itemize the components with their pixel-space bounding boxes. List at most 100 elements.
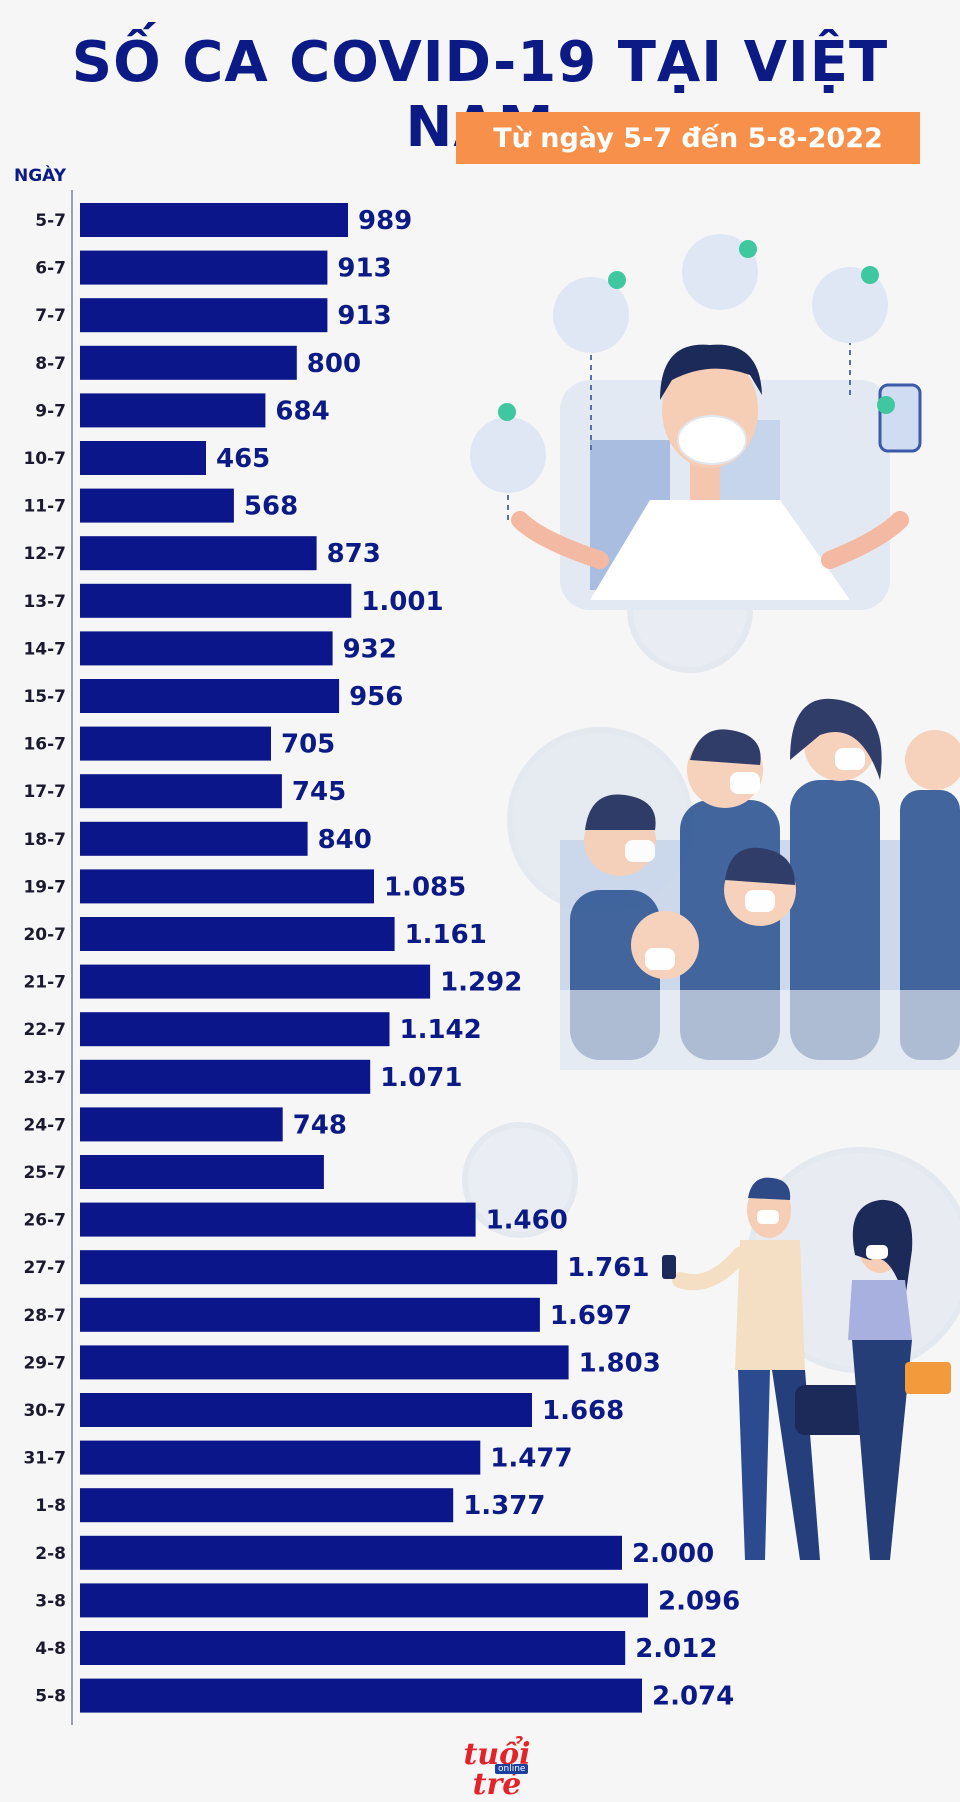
bar: [80, 869, 374, 904]
category-label: 6-7: [35, 259, 66, 279]
category-label: 30-7: [23, 1401, 66, 1421]
category-label: 24-7: [23, 1115, 66, 1135]
bar: [80, 631, 333, 666]
value-label: 1.803: [579, 1348, 661, 1378]
category-label: 9-7: [35, 401, 66, 421]
category-label: 14-7: [23, 639, 66, 659]
category-label: 25-7: [23, 1163, 66, 1183]
value-label: 873: [327, 539, 381, 569]
category-label: 29-7: [23, 1353, 66, 1373]
value-label: 745: [292, 777, 346, 807]
category-label: 13-7: [23, 592, 66, 612]
date-range-banner: Từ ngày 5-7 đến 5-8-2022: [456, 112, 920, 164]
category-label: 12-7: [23, 544, 66, 564]
y-axis-label: NGÀY: [14, 166, 67, 186]
bar: [80, 1155, 324, 1189]
bar: [80, 536, 317, 571]
category-label: 2-8: [35, 1544, 66, 1564]
value-label: 2.096: [658, 1586, 740, 1616]
category-label: 18-7: [23, 830, 66, 850]
category-label: 7-7: [35, 306, 66, 326]
bar: [80, 1202, 476, 1237]
value-label: 465: [216, 444, 270, 474]
value-label: 913: [337, 301, 391, 331]
value-label: 568: [244, 492, 298, 522]
category-label: 28-7: [23, 1306, 66, 1326]
bar: [80, 1107, 283, 1142]
bar: [80, 1440, 481, 1475]
bar: [80, 1488, 454, 1523]
value-label: 1.761: [567, 1253, 649, 1283]
bar: [80, 441, 206, 475]
bar: [80, 1012, 390, 1047]
category-label: 23-7: [23, 1068, 66, 1088]
value-label: 913: [337, 254, 391, 284]
category-label: 31-7: [23, 1449, 66, 1469]
value-label: 1.085: [384, 872, 466, 902]
bar: [80, 203, 348, 237]
tuoi-tre-logo-sub: online: [495, 1764, 529, 1774]
bar: [80, 583, 352, 618]
value-label: 1.161: [405, 920, 487, 950]
bar: [80, 1059, 371, 1094]
chart-title: SỐ CA COVID-19 TẠI VIỆT NAM: [71, 30, 889, 160]
category-label: 17-7: [23, 782, 66, 802]
bar: [80, 1345, 569, 1380]
category-label: 15-7: [23, 687, 66, 707]
category-label: 8-7: [35, 354, 66, 374]
value-label: 1.697: [550, 1301, 632, 1331]
value-label: 684: [275, 396, 329, 426]
category-label: 4-8: [35, 1639, 66, 1659]
bar: [80, 250, 328, 285]
category-label: 5-8: [35, 1687, 66, 1707]
bar: [80, 488, 234, 523]
bar: [80, 917, 395, 951]
bar: [80, 345, 297, 380]
value-label: 1.377: [463, 1491, 545, 1521]
category-label: 3-8: [35, 1591, 66, 1611]
bar: [80, 393, 266, 428]
category-label: 27-7: [23, 1258, 66, 1278]
value-label: 2.012: [635, 1634, 717, 1664]
category-label: 10-7: [23, 449, 66, 469]
value-label: 1.142: [400, 1015, 482, 1045]
bar: [80, 964, 431, 999]
value-label: 956: [349, 682, 403, 712]
bar: [80, 298, 328, 333]
icon-bubbles: [470, 234, 922, 525]
bar: [80, 1250, 558, 1285]
value-label: 2.074: [652, 1682, 734, 1712]
category-label: 20-7: [23, 925, 66, 945]
bar: [80, 774, 282, 809]
category-label: 21-7: [23, 973, 66, 993]
value-label: 1.292: [440, 968, 522, 998]
value-label: 1.071: [380, 1063, 462, 1093]
value-label: 748: [293, 1110, 347, 1140]
bar: [80, 1631, 626, 1665]
value-label: 840: [318, 825, 372, 855]
bar: [80, 679, 340, 713]
bar: [80, 1535, 622, 1570]
category-label: 11-7: [23, 497, 66, 517]
value-label: 932: [343, 634, 397, 664]
value-label: 1.460: [486, 1206, 568, 1236]
category-label: 22-7: [23, 1020, 66, 1040]
bar: [80, 1393, 532, 1427]
value-label: 2.000: [632, 1539, 714, 1569]
category-label: 16-7: [23, 735, 66, 755]
category-label: 19-7: [23, 877, 66, 897]
category-label: 26-7: [23, 1211, 66, 1231]
bar: [80, 1678, 642, 1713]
category-label: 1-8: [35, 1496, 66, 1516]
people-walking-illustration: [662, 1177, 951, 1560]
bar: [80, 1583, 648, 1618]
doctor-illustration: [511, 344, 909, 610]
bar: [80, 821, 308, 856]
value-label: 1.001: [361, 587, 443, 617]
value-label: 989: [358, 206, 412, 236]
value-label: 1.668: [542, 1396, 624, 1426]
value-label: 705: [281, 730, 335, 760]
category-label: 5-7: [35, 211, 66, 231]
